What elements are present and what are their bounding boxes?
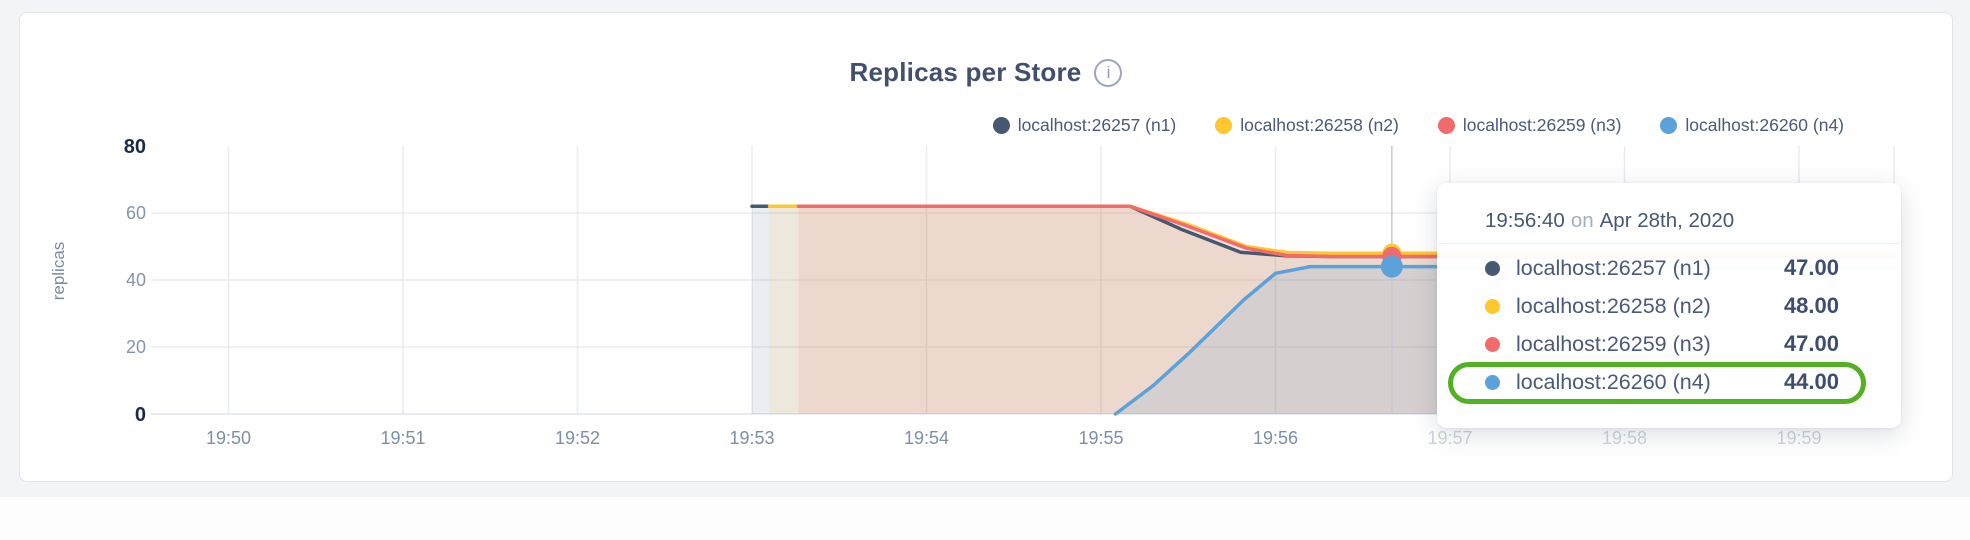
legend-item-n2: localhost:26258 (n2) <box>1215 115 1399 136</box>
svg-text:19:54: 19:54 <box>904 428 949 448</box>
svg-text:20: 20 <box>126 337 146 357</box>
tooltip-dot-n1 <box>1485 260 1500 276</box>
tooltip-time: 19:56:40 <box>1485 209 1565 232</box>
hover-tooltip: 19:56:40 on Apr 28th, 2020 localhost:26257… <box>1437 183 1901 428</box>
tooltip-row-n2: localhost:26258 (n2) 48.00 <box>1437 287 1901 325</box>
svg-text:0: 0 <box>135 404 146 426</box>
tooltip-label-n3: localhost:26259 (n3) <box>1516 331 1711 356</box>
tooltip-connector: on <box>1570 209 1594 232</box>
svg-text:19:57: 19:57 <box>1427 428 1472 448</box>
info-icon[interactable]: i <box>1094 58 1123 87</box>
tooltip-label-n4: localhost:26260 (n4) <box>1516 369 1711 394</box>
svg-text:19:51: 19:51 <box>380 428 425 448</box>
svg-text:80: 80 <box>124 136 146 158</box>
legend-label-n3: localhost:26259 (n3) <box>1462 115 1622 135</box>
tooltip-value-n2: 48.00 <box>1783 293 1839 318</box>
legend-item-n1: localhost:26257 (n1) <box>992 115 1177 136</box>
tooltip-dot-n3 <box>1485 336 1500 352</box>
svg-text:40: 40 <box>126 270 146 290</box>
chart-card: Replicas per Store i localhost:26257 (n1… <box>19 12 1953 482</box>
svg-text:60: 60 <box>126 203 146 223</box>
legend-item-n4: localhost:26260 (n4) <box>1660 115 1844 136</box>
tooltip-label-n2: localhost:26258 (n2) <box>1516 293 1711 318</box>
chart-title: Replicas per Store <box>849 57 1082 87</box>
tooltip-dot-n2 <box>1485 298 1500 314</box>
tooltip-value-n3: 47.00 <box>1783 331 1839 356</box>
series-lines <box>750 204 1897 416</box>
series-dot-n1 <box>992 117 1010 134</box>
hover-dots <box>1380 243 1403 278</box>
tooltip-value-n1: 47.00 <box>1783 255 1839 280</box>
series-dot-n3 <box>1437 117 1455 134</box>
tooltip-row-n1: localhost:26257 (n1) 47.00 <box>1437 249 1901 287</box>
series-dot-n4 <box>1660 117 1678 134</box>
legend-item-n3: localhost:26259 (n3) <box>1437 115 1622 136</box>
y-tick-labels: 0 20 40 60 80 <box>124 136 146 426</box>
tooltip-row-n3: localhost:26259 (n3) 47.00 <box>1437 325 1901 363</box>
svg-text:19:53: 19:53 <box>729 428 774 448</box>
legend-label-n4: localhost:26260 (n4) <box>1685 115 1844 135</box>
series-dot-n2 <box>1215 117 1233 134</box>
tooltip-dot-n4 <box>1485 374 1500 390</box>
tooltip-header: 19:56:40 on Apr 28th, 2020 <box>1485 209 1853 233</box>
y-axis-label: replicas <box>49 242 68 301</box>
chart-header: Replicas per Store i <box>20 57 1952 88</box>
legend-label-n2: localhost:26258 (n2) <box>1240 115 1399 135</box>
legend-label-n1: localhost:26257 (n1) <box>1017 115 1177 135</box>
tooltip-value-n4: 44.00 <box>1783 369 1839 394</box>
tooltip-rows: localhost:26257 (n1) 47.00 localhost:262… <box>1437 243 1901 401</box>
x-tick-labels: 19:50 19:51 19:52 19:53 19:54 19:55 19:56 19:57… <box>206 428 1822 448</box>
svg-text:19:52: 19:52 <box>555 428 600 448</box>
svg-text:19:56: 19:56 <box>1253 428 1298 448</box>
svg-text:19:58: 19:58 <box>1602 428 1647 448</box>
legend: localhost:26257 (n1) localhost:26258 (n2… <box>992 115 1844 136</box>
svg-text:19:55: 19:55 <box>1078 428 1123 448</box>
svg-text:19:50: 19:50 <box>206 428 251 448</box>
tooltip-label-n1: localhost:26257 (n1) <box>1516 255 1711 280</box>
tooltip-row-n4: localhost:26260 (n4) 44.00 <box>1437 363 1901 401</box>
tooltip-date: Apr 28th, 2020 <box>1599 209 1735 232</box>
svg-text:19:59: 19:59 <box>1776 428 1821 448</box>
